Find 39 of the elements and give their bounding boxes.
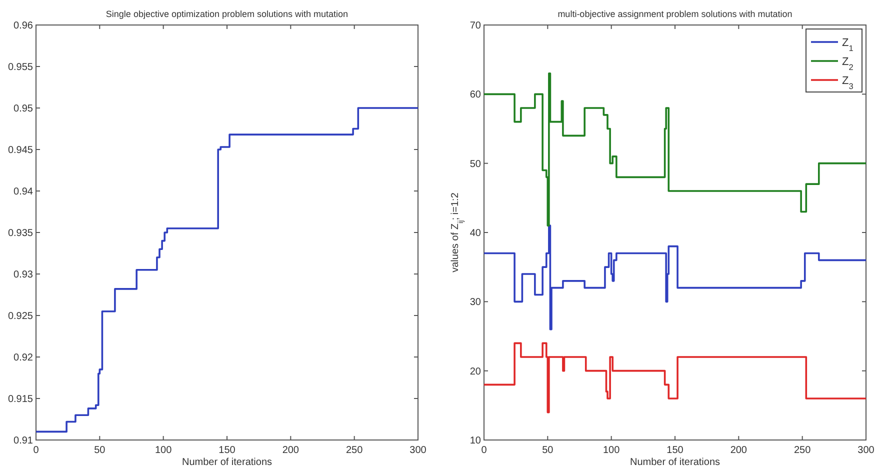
y-tick-label: 0.92 <box>14 352 34 364</box>
y-tick-label: 0.94 <box>14 186 34 198</box>
y-tick-label: 60 <box>470 90 482 101</box>
x-tick-label: 50 <box>542 445 554 456</box>
x-tick-label: 200 <box>730 445 748 456</box>
x-tick-label: 150 <box>218 445 236 456</box>
y-tick-label: 0.945 <box>8 145 34 156</box>
y-tick-label: 10 <box>470 436 482 446</box>
x-tick-label: 300 <box>410 445 427 456</box>
y-tick-label: 0.915 <box>8 394 34 405</box>
x-tick-label: 250 <box>346 445 364 456</box>
x-tick-label: 300 <box>858 445 875 456</box>
chart-title: Single objective optimization problem solutions with mutation <box>106 9 348 19</box>
y-tick-label: 30 <box>470 297 482 308</box>
x-tick-label: 150 <box>666 445 684 456</box>
x-tick-label: 0 <box>33 445 40 456</box>
x-tick-label: 50 <box>94 445 106 456</box>
x-axis-title: Number of iterations <box>630 457 720 468</box>
y-tick-label: 50 <box>470 158 482 170</box>
y-tick-label: 0.935 <box>8 228 34 239</box>
legend-label: Z$_{3}$ <box>842 75 854 90</box>
y-tick-label: 20 <box>470 366 482 378</box>
x-tick-label: 250 <box>794 445 812 456</box>
y-tick-label: 70 <box>470 20 482 32</box>
legend-label: Z$_{2}$ <box>842 56 854 72</box>
y-tick-label: 0.955 <box>8 62 34 73</box>
y-tick-label: 0.93 <box>14 270 34 280</box>
y-tick-label: 0.95 <box>14 104 34 114</box>
x-tick-label: 100 <box>602 445 620 456</box>
x-tick-label: 0 <box>481 445 488 456</box>
chart-title: multi-objective assignment problem solutions with mutation <box>558 9 792 19</box>
legend-label: Z$_{1}$ <box>842 37 854 52</box>
y-tick-label: 0.91 <box>14 436 34 446</box>
y-tick-label: 0.925 <box>8 311 34 322</box>
y-tick-label: 0.96 <box>14 20 34 32</box>
x-axis-title: Number of iterations <box>182 457 272 468</box>
y-tick-label: 40 <box>470 228 482 239</box>
x-tick-label: 200 <box>282 445 300 456</box>
x-tick-label: 100 <box>154 445 172 456</box>
